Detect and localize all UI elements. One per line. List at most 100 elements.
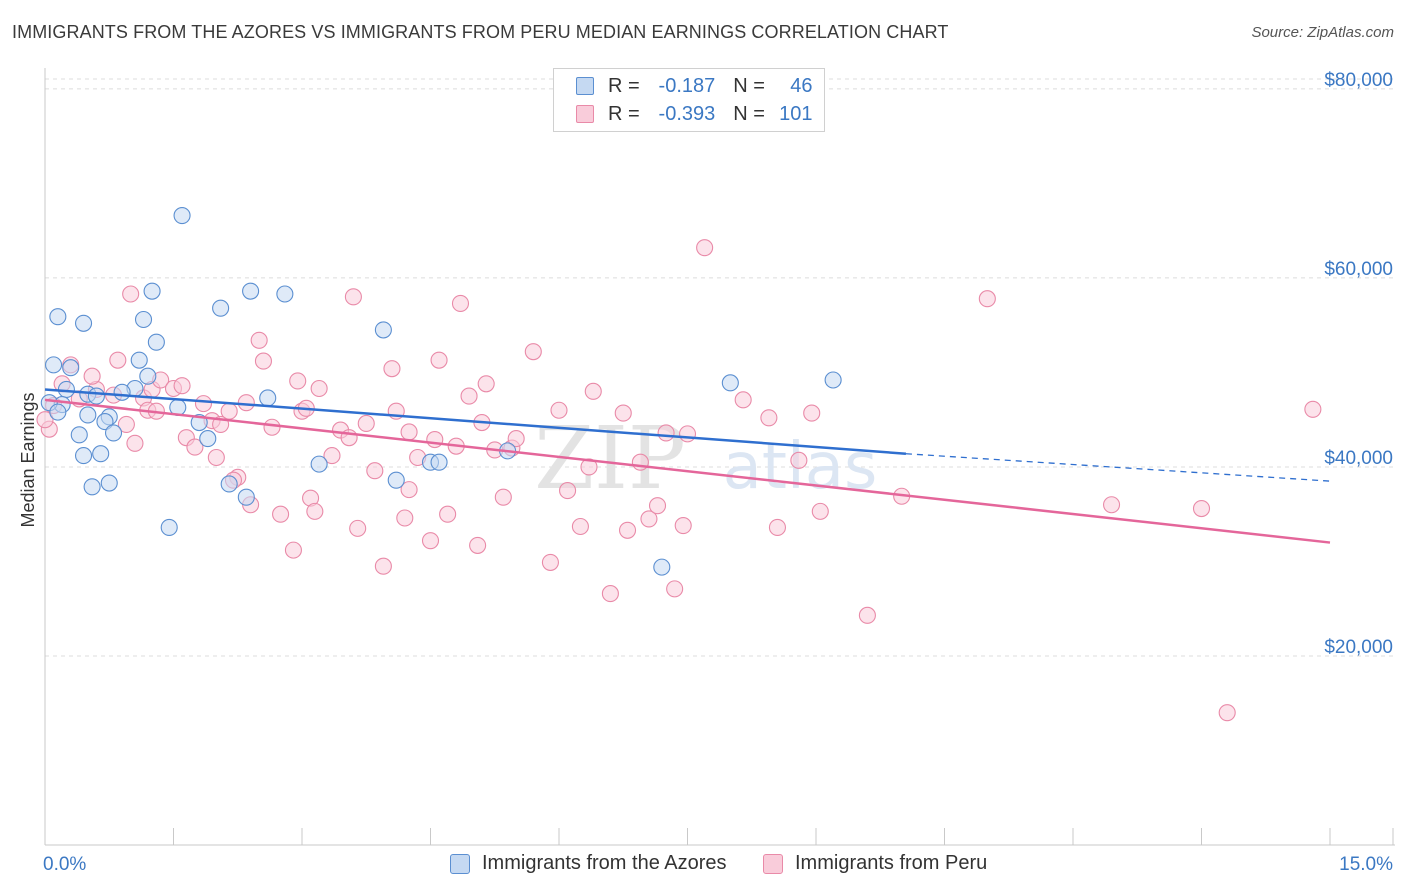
y-axis-label: Median Earnings — [18, 392, 38, 527]
series-legend: Immigrants from the Azores Immigrants fr… — [0, 850, 1406, 880]
azores-point — [92, 445, 110, 463]
azores-point — [242, 282, 260, 300]
y-tick-label: $60,000 — [1324, 259, 1393, 280]
legend-swatch-azores — [576, 77, 594, 95]
azores-point — [75, 314, 93, 332]
azores-point — [199, 430, 217, 448]
legend-r-value: -0.187 — [658, 74, 716, 97]
azores-point — [70, 426, 88, 444]
peru-point — [254, 352, 273, 370]
azores-point — [100, 474, 118, 492]
correlation-legend: R = -0.187 N = 46 R = -0.393 N = 101 — [553, 68, 825, 132]
peru-point — [272, 505, 290, 523]
legend-r-label: R = — [608, 102, 640, 125]
peru-point — [734, 391, 752, 409]
peru-point — [237, 394, 255, 412]
peru-point — [494, 488, 512, 506]
azores-point — [653, 558, 671, 576]
peru-points — [36, 239, 1322, 722]
peru-point — [618, 521, 637, 539]
azores-point — [374, 321, 392, 339]
peru-point — [250, 331, 268, 349]
peru-point — [284, 541, 302, 559]
peru-point — [126, 434, 144, 452]
peru-point — [117, 415, 135, 433]
peru-point — [451, 294, 470, 312]
peru-point — [36, 411, 54, 429]
azores-point — [721, 374, 739, 392]
peru-point — [477, 375, 495, 393]
peru-point — [344, 288, 362, 306]
peru-point — [1192, 499, 1211, 518]
peru-point — [173, 377, 191, 395]
peru-point — [366, 462, 384, 480]
azores-point — [134, 310, 153, 329]
peru-point — [790, 451, 808, 469]
azores-point — [96, 413, 114, 431]
peru-point — [601, 585, 619, 603]
peru-point — [207, 448, 225, 467]
azores-point — [212, 299, 230, 317]
legend-n-value: 101 — [779, 102, 813, 125]
legend-row-azores: R = -0.187 N = 46 — [576, 72, 813, 100]
peru-point — [541, 553, 559, 571]
peru-point — [696, 239, 714, 257]
peru-point — [811, 502, 829, 520]
azores-point — [113, 383, 131, 401]
peru-point — [349, 519, 367, 537]
peru-point — [122, 285, 140, 303]
peru-point — [430, 351, 448, 369]
trendline-azores-extension — [905, 453, 1331, 482]
x-tick-label-min: 0.0% — [43, 854, 86, 875]
y-tick-label: $40,000 — [1324, 448, 1393, 469]
peru-point — [550, 401, 568, 419]
azores-point — [310, 455, 328, 473]
azores-point — [430, 453, 448, 471]
peru-point — [460, 387, 478, 405]
peru-point — [640, 510, 658, 528]
azores-point — [160, 518, 178, 536]
peru-point — [760, 409, 778, 427]
peru-point — [571, 517, 589, 536]
azores-point — [139, 367, 157, 385]
peru-point — [657, 424, 675, 442]
peru-point — [220, 402, 238, 420]
peru-point — [396, 509, 414, 527]
series-legend-item-azores: Immigrants from the Azores — [450, 852, 727, 875]
legend-n-label: N = — [733, 102, 765, 125]
tick-label-layer: $20,000 $40,000 $60,000 $80,000 0.0% 15.0% — [43, 70, 1393, 875]
azores-point — [387, 471, 405, 489]
azores-point — [75, 447, 93, 465]
peru-point — [426, 430, 444, 449]
legend-r-label: R = — [608, 74, 640, 97]
peru-point — [194, 395, 213, 413]
legend-r-value: -0.393 — [658, 102, 716, 125]
peru-point — [109, 351, 127, 369]
peru-point — [383, 360, 401, 378]
legend-n-value: 46 — [790, 74, 813, 97]
peru-point — [559, 482, 577, 500]
peru-point — [186, 438, 204, 456]
chart-source: Source: ZipAtlas.com — [1251, 24, 1394, 41]
azores-point — [143, 282, 161, 300]
azores-point — [49, 403, 67, 421]
axis-layer — [44, 68, 1395, 846]
peru-point — [648, 497, 667, 515]
series-swatch-azores — [450, 853, 470, 874]
azores-point — [83, 478, 101, 496]
azores-point — [62, 359, 80, 377]
trendline-peru — [44, 398, 1331, 544]
peru-point — [1218, 704, 1236, 722]
peru-point — [469, 536, 487, 554]
peru-point — [768, 518, 787, 536]
series-legend-label: Immigrants from Peru — [795, 852, 988, 874]
azores-point — [824, 371, 842, 389]
azores-point — [259, 389, 277, 407]
peru-point — [858, 606, 876, 624]
peru-point — [978, 290, 996, 308]
azores-point — [276, 285, 294, 303]
azores-point — [220, 475, 238, 493]
azores-point — [79, 406, 97, 424]
grid-layer — [45, 78, 1395, 657]
